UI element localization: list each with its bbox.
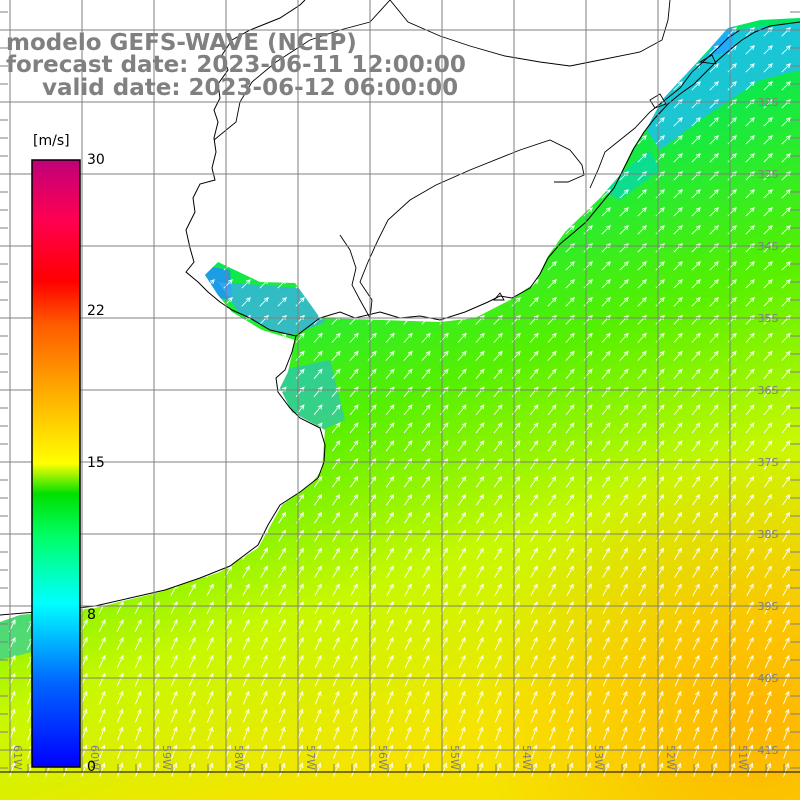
colorbar-tick-8: 8 xyxy=(87,607,96,623)
uruguay-border xyxy=(339,234,371,319)
lon-label: 60W xyxy=(88,745,101,770)
lon-label: 61W xyxy=(11,745,24,770)
colorbar-unit: [m/s] xyxy=(33,133,70,149)
longitude-labels: 61W 60W 59W 58W 57W 56W 55W 54W 53W 52W 51W xyxy=(11,745,749,770)
lat-label: 39S xyxy=(758,600,779,613)
lon-label: 51W xyxy=(736,745,749,770)
lat-lon-grid xyxy=(0,0,800,773)
plata-river-shore xyxy=(359,139,585,319)
lat-label: 40S xyxy=(758,672,779,685)
lat-label: 37S xyxy=(758,456,779,469)
colorbar-tick-22: 22 xyxy=(87,303,105,319)
latitude-labels: 32S 33S 34S 35S 36S 37S 38S 39S 40S 41S xyxy=(758,96,779,757)
colorbar xyxy=(31,159,81,768)
title-forecast-date: forecast date: 2023-06-11 12:00:00 xyxy=(6,52,466,78)
lat-label: 34S xyxy=(758,240,779,253)
lat-label: 35S xyxy=(758,312,779,325)
lat-label: 32S xyxy=(758,96,779,109)
title-model: modelo GEFS-WAVE (NCEP) xyxy=(6,30,357,56)
colorbar-tick-30: 30 xyxy=(87,152,105,168)
lon-label: 59W xyxy=(160,745,173,770)
lon-label: 55W xyxy=(448,745,461,770)
colorbar-tick-15: 15 xyxy=(87,455,105,471)
lat-label: 33S xyxy=(758,168,779,181)
lat-label: 38S xyxy=(758,528,779,541)
lat-label: 41S xyxy=(758,744,779,757)
lon-label: 58W xyxy=(232,745,245,770)
lon-label: 54W xyxy=(520,745,533,770)
inland-border xyxy=(213,0,391,141)
lon-label: 52W xyxy=(664,745,677,770)
lat-label: 36S xyxy=(758,384,779,397)
title-valid-date: valid date: 2023-06-12 06:00:00 xyxy=(42,75,459,101)
lon-label: 53W xyxy=(592,745,605,770)
lon-label: 56W xyxy=(376,745,389,770)
colorbar-tick-0: 0 xyxy=(87,759,96,775)
islet xyxy=(493,292,505,301)
lon-label: 57W xyxy=(304,745,317,770)
northern-border xyxy=(389,0,671,67)
coastline-lagoon xyxy=(589,29,741,189)
